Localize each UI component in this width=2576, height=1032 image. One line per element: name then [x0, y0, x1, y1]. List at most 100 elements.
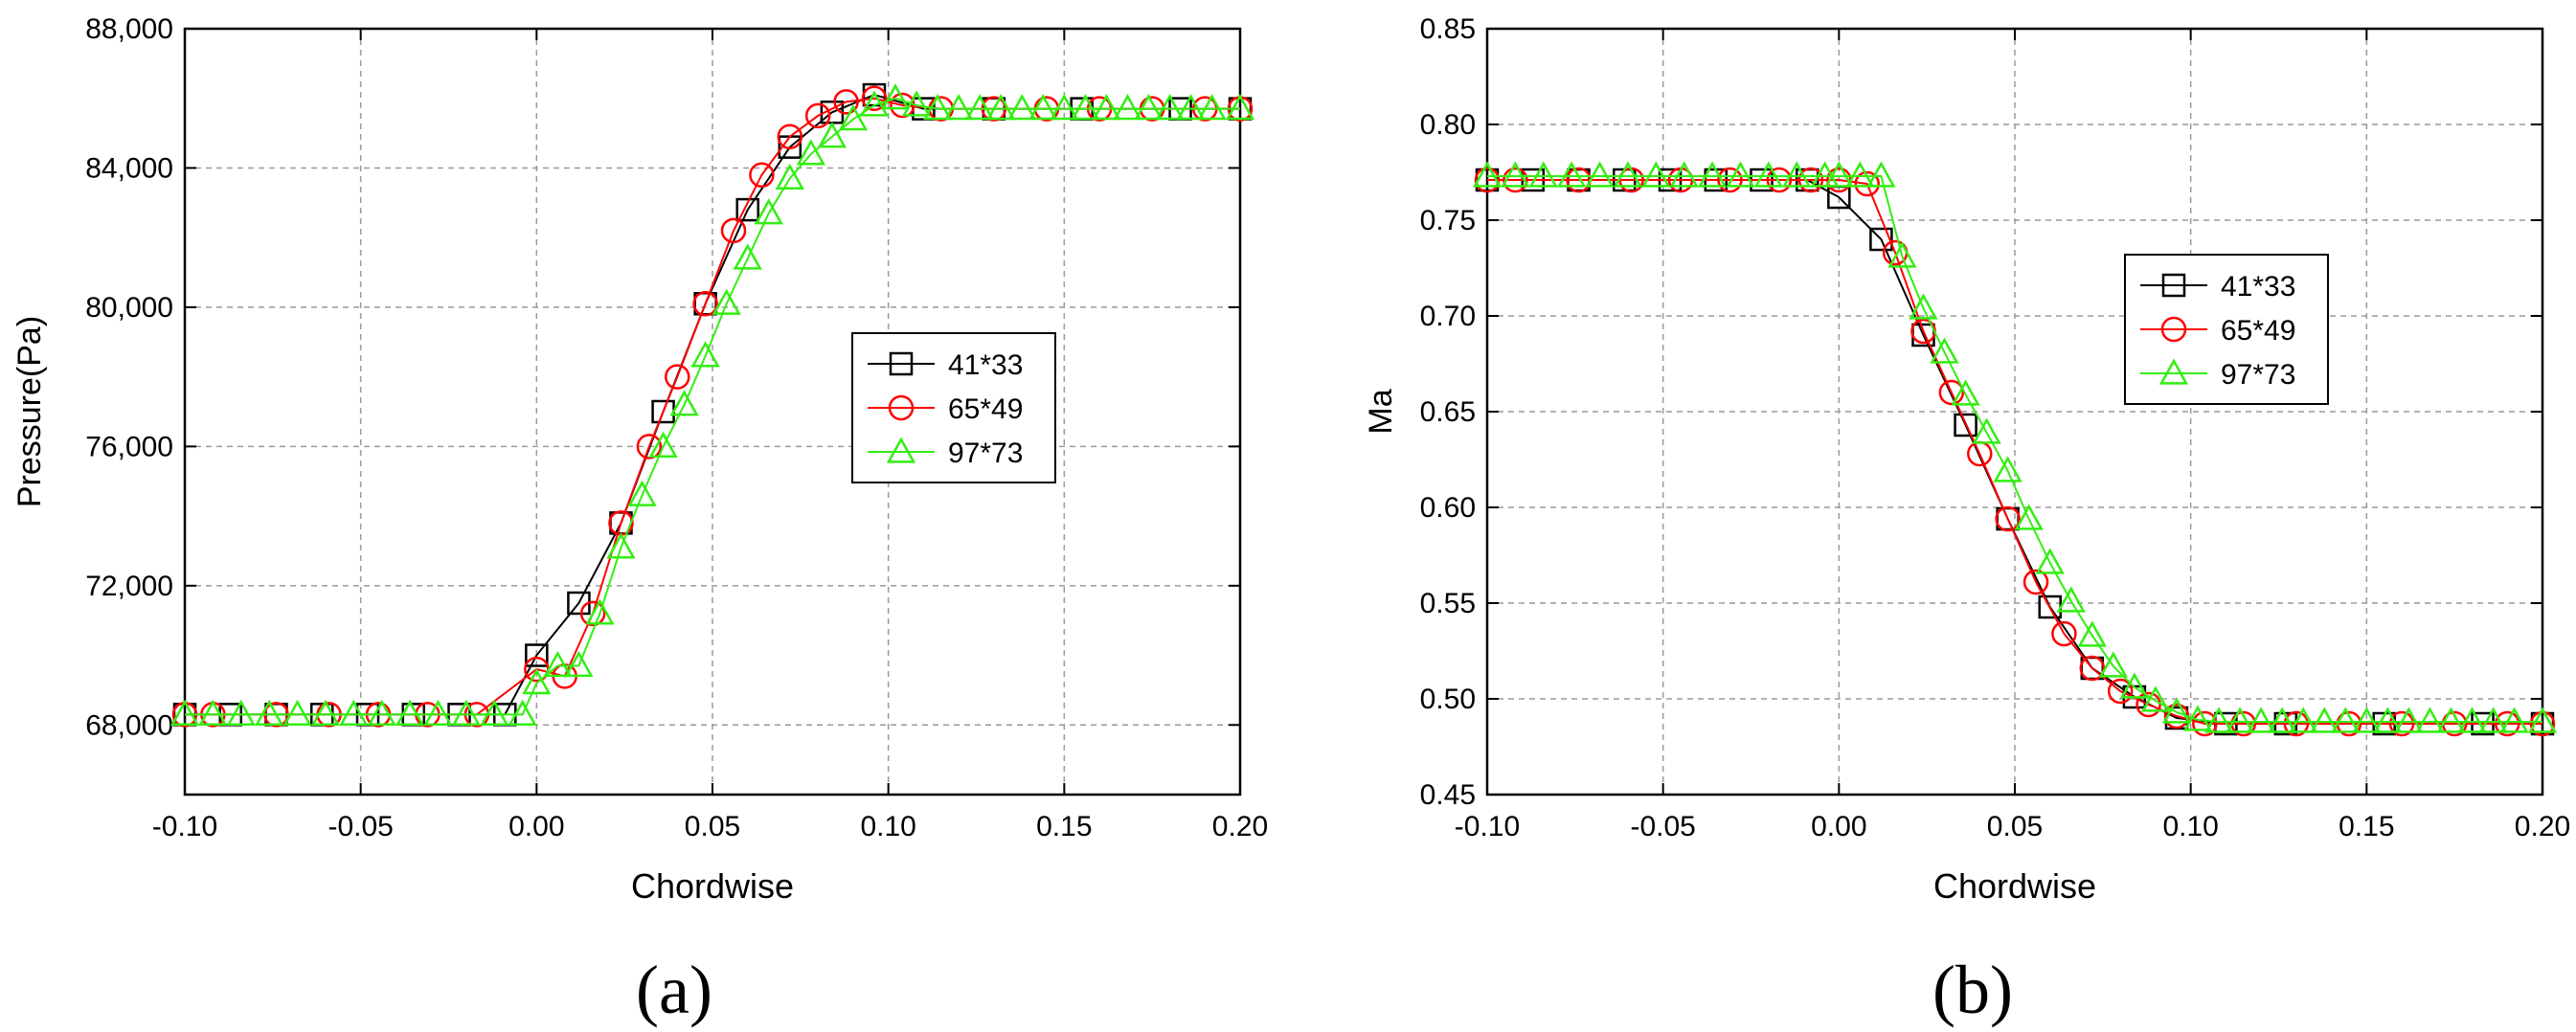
- y-axis-label: Ma: [1363, 389, 1399, 434]
- data-point: [665, 364, 690, 390]
- legend-label: 41*33: [948, 349, 1023, 381]
- data-point: [2268, 707, 2297, 733]
- data-point: [2225, 707, 2255, 733]
- data-point: [2373, 707, 2403, 733]
- y-tick-label: 0.65: [1420, 396, 1476, 428]
- x-tick-label: 0.05: [685, 811, 740, 842]
- data-point: [1954, 413, 1977, 437]
- data-point: [339, 699, 369, 727]
- data-point: [1824, 161, 1854, 188]
- data-point: [2182, 705, 2213, 731]
- data-point: [2527, 707, 2558, 733]
- panel-label: (a): [636, 952, 712, 1028]
- data-point: [169, 699, 200, 727]
- data-point: [1854, 170, 1880, 197]
- legend-label: 65*49: [2221, 315, 2295, 347]
- data-point: [1641, 161, 1671, 188]
- data-point: [543, 650, 573, 678]
- data-point: [1845, 161, 1875, 188]
- data-point: [1951, 379, 1980, 406]
- tick-labels: -0.10 -0.05 0.00 0.05 0.10 0.15 0.20 0.45 0.50 0.…: [1420, 13, 2571, 842]
- legend-marker: [2160, 316, 2187, 343]
- data-point: [1474, 167, 1501, 193]
- data-point: [2331, 707, 2361, 733]
- data-point: [2107, 678, 2134, 705]
- data-point: [1225, 94, 1255, 121]
- data-point: [564, 650, 594, 678]
- data-point: [733, 243, 762, 270]
- data-point: [423, 699, 453, 727]
- data-point: [2119, 672, 2150, 699]
- data-point: [1472, 161, 1503, 188]
- data-point: [367, 699, 396, 727]
- y-tick-label: 76,000: [85, 431, 173, 462]
- data-point: [2415, 707, 2445, 733]
- y-tick-label: 0.60: [1420, 492, 1476, 524]
- y-tick-label: 0.70: [1420, 301, 1476, 332]
- data-point: [1050, 94, 1079, 121]
- x-axis-label: Chordwise: [631, 866, 794, 906]
- y-tick-label: 0.45: [1420, 779, 1476, 811]
- legend: 41*33 65*49 97*73: [851, 332, 1056, 483]
- chart-panel-2: -0.10 -0.05 0.00 0.05 0.10 0.15 0.20 0.45 0.50 0.…: [1363, 13, 2570, 1028]
- data-point: [198, 699, 228, 727]
- data-point: [585, 598, 615, 625]
- data-point: [1766, 167, 1793, 193]
- y-tick-label: 0.50: [1420, 684, 1476, 715]
- data-point: [1995, 505, 2021, 532]
- data-point: [749, 162, 775, 188]
- data-point: [2529, 710, 2556, 737]
- data-point: [226, 699, 256, 727]
- data-point: [692, 291, 718, 317]
- data-point: [2140, 685, 2171, 712]
- x-axis-label: Chordwise: [1933, 866, 2096, 906]
- data-point: [1993, 456, 2022, 482]
- y-tick-label: 80,000: [85, 292, 173, 324]
- data-point: [2283, 710, 2310, 737]
- x-tick-label: -0.05: [1630, 811, 1695, 842]
- data-point: [1866, 161, 1896, 188]
- x-tick-label: 0.15: [1036, 811, 1092, 842]
- data-point: [965, 94, 995, 121]
- legend-label: 97*73: [948, 437, 1023, 469]
- x-tick-label: -0.10: [152, 811, 217, 842]
- x-tick-label: -0.05: [328, 811, 393, 842]
- data-point: [1753, 161, 1783, 188]
- legend-entry: 41*33: [2140, 271, 2295, 303]
- x-tick-label: 0.15: [2339, 811, 2394, 842]
- data-point: [525, 643, 549, 667]
- y-axis-label: Pressure(Pa): [11, 316, 48, 507]
- data-point: [1528, 161, 1558, 188]
- data-point: [1869, 227, 1893, 252]
- data-point: [1887, 241, 1917, 268]
- y-tick-label: 68,000: [85, 709, 173, 741]
- data-point: [901, 90, 932, 117]
- data-point: [395, 699, 425, 727]
- data-point: [1501, 161, 1530, 188]
- legend-entry: 65*49: [868, 393, 1023, 425]
- data-point: [2203, 707, 2234, 733]
- data-point: [1028, 94, 1058, 121]
- legend-entry: 97*73: [2140, 358, 2295, 391]
- data-point: [255, 699, 284, 727]
- y-tick-label: 88,000: [85, 13, 173, 45]
- series-line: [1487, 179, 2542, 725]
- data-point: [2079, 655, 2106, 682]
- data-point: [2457, 707, 2487, 733]
- data-point: [796, 139, 825, 166]
- data-point: [2161, 697, 2192, 724]
- data-point: [1585, 161, 1615, 188]
- data-point: [451, 699, 481, 727]
- legend-label: 41*33: [2221, 271, 2295, 303]
- data-point: [1113, 94, 1142, 121]
- series-97*73: [169, 83, 1255, 727]
- data-point: [2499, 707, 2529, 733]
- data-point: [2310, 707, 2339, 733]
- y-tick-label: 84,000: [85, 152, 173, 184]
- y-tick-label: 0.85: [1420, 13, 1476, 45]
- data-point: [833, 89, 859, 115]
- data-point: [859, 90, 890, 117]
- data-point: [922, 94, 953, 121]
- y-tick-label: 0.80: [1420, 109, 1476, 141]
- x-tick-label: 0.10: [860, 811, 915, 842]
